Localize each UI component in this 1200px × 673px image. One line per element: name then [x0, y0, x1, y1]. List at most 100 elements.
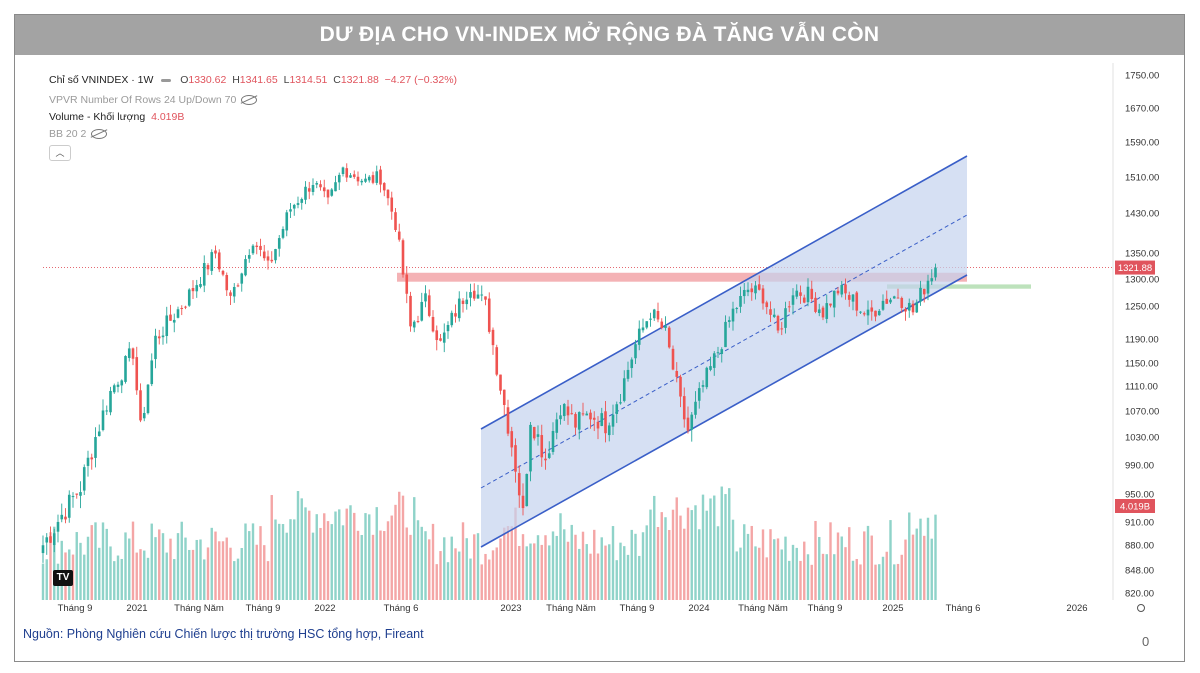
- candle-body: [664, 325, 667, 328]
- volume-bar: [240, 548, 243, 600]
- candle-body: [229, 292, 232, 296]
- candle-body: [390, 197, 394, 212]
- candle-body: [296, 203, 300, 205]
- volume-bar: [98, 547, 101, 600]
- candle-body: [94, 437, 97, 458]
- x-tick-label: Tháng Năm: [546, 603, 596, 614]
- volume-bar: [188, 549, 191, 600]
- source-note: Nguồn: Phòng Nghiên cứu Chiến lược thị t…: [23, 627, 424, 641]
- candle-body: [217, 252, 221, 270]
- volume-bar: [758, 547, 761, 600]
- volume-bar: [780, 549, 783, 600]
- legend-vpvr: VPVR Number Of Rows 24 Up/Down 70: [49, 94, 258, 106]
- volume-bar: [454, 548, 457, 600]
- legend-ohlc: Chỉ số VNINDEX · 1W O1330.62 H1341.65 L1…: [49, 74, 457, 86]
- volume-bar: [874, 564, 877, 600]
- volume-bar: [296, 491, 300, 600]
- volume-bar: [218, 541, 221, 600]
- volume-bar: [405, 527, 408, 600]
- volume-bar: [765, 557, 768, 600]
- candle-body: [469, 292, 472, 298]
- volume-bar: [124, 532, 127, 600]
- volume-bar: [870, 535, 873, 600]
- last-price-tag: [1115, 260, 1155, 275]
- volume-bar: [278, 523, 281, 600]
- candle-body: [525, 473, 529, 507]
- volume-bar: [506, 526, 510, 600]
- volume-bar: [795, 547, 798, 600]
- price-tags: 1321.88 4.019B: [1115, 260, 1155, 513]
- legend-volume: Volume - Khối lượng 4.019B: [49, 111, 184, 123]
- low-value: 1314.51: [289, 74, 328, 86]
- volume-value: 4.019B: [151, 111, 185, 123]
- candle-body: [881, 300, 885, 310]
- x-tick-label: Tháng 9: [808, 603, 843, 614]
- volume-bar: [746, 533, 750, 600]
- volume-bar: [311, 532, 315, 600]
- y-tick-label: 1150.00: [1125, 359, 1159, 370]
- candle-body: [866, 309, 870, 316]
- volume-bar: [521, 534, 525, 600]
- candle-body: [450, 312, 454, 326]
- candle-body: [315, 183, 319, 185]
- candle-body: [191, 288, 195, 292]
- candle-body: [352, 174, 356, 177]
- x-tick-label: Tháng 9: [246, 603, 281, 614]
- volume-bar: [713, 495, 716, 600]
- hide-eye-icon[interactable]: [91, 129, 108, 140]
- candle-body: [596, 421, 600, 429]
- candle-body: [157, 336, 161, 339]
- candle-body: [506, 407, 510, 434]
- candle-body: [581, 413, 585, 415]
- candle-body: [776, 315, 780, 331]
- candle-body: [251, 245, 255, 254]
- volume-bar: [491, 550, 495, 600]
- volume-bar: [660, 512, 663, 600]
- volume-bar: [863, 531, 866, 600]
- candle-body: [761, 288, 765, 304]
- candle-body: [341, 167, 345, 175]
- x-tick-label: 2022: [314, 603, 335, 614]
- volume-bar: [495, 547, 498, 600]
- collapse-legend-button[interactable]: ︿: [49, 145, 71, 161]
- x-tick-label: Tháng 9: [58, 603, 93, 614]
- volume-bar: [233, 561, 236, 600]
- candle-body: [214, 250, 217, 254]
- volume-bar: [848, 527, 851, 600]
- candle-body: [244, 259, 247, 276]
- volume-bar: [810, 564, 813, 600]
- volume-bar: [630, 529, 633, 600]
- candle-body: [195, 285, 199, 292]
- candle-body: [135, 357, 139, 391]
- candle-body: [540, 435, 544, 458]
- candle-body: [859, 311, 862, 313]
- candle-body: [364, 178, 367, 182]
- volume-bar: [105, 528, 108, 600]
- candle-body: [660, 321, 664, 329]
- candle-body: [476, 294, 480, 299]
- volume-bar: [281, 524, 285, 600]
- volume-bar: [176, 533, 180, 600]
- candle-body: [821, 307, 825, 318]
- volume-bar: [518, 545, 521, 600]
- volume-bar: [251, 523, 255, 600]
- volume-bar: [45, 559, 48, 600]
- y-tick-label: 1350.00: [1125, 249, 1159, 260]
- candle-body: [202, 263, 206, 286]
- candle-body: [682, 396, 686, 420]
- volume-bar: [120, 558, 123, 600]
- volume-bar: [143, 550, 146, 600]
- volume-bar: [191, 549, 195, 600]
- candle-body: [236, 285, 240, 287]
- candle-body: [210, 252, 214, 271]
- candle-body: [649, 318, 652, 320]
- more-icon[interactable]: [161, 78, 172, 82]
- hide-eye-icon[interactable]: [241, 95, 258, 106]
- volume-bar: [814, 520, 817, 600]
- volume-bar: [409, 534, 412, 600]
- volume-bar: [244, 523, 247, 600]
- volume-bar: [375, 507, 378, 600]
- volume-bar: [686, 507, 690, 600]
- volume-bar: [101, 522, 105, 600]
- candle-body: [574, 414, 577, 428]
